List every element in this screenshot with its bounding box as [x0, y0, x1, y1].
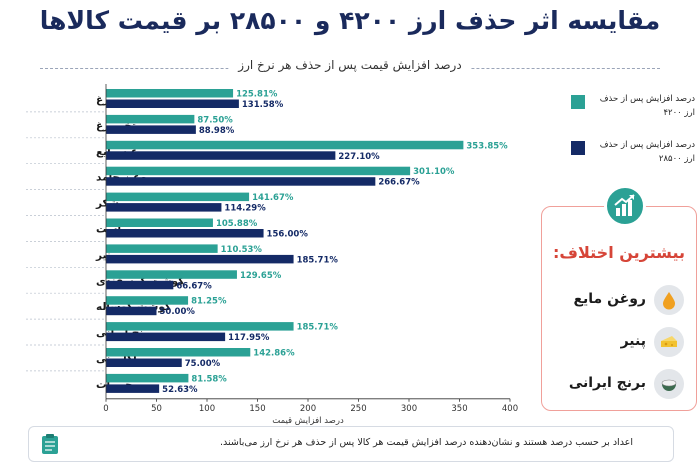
highlight-item-oil: روغن مایع	[548, 283, 686, 317]
value-label: 50.00%	[160, 307, 196, 317]
bar	[106, 99, 239, 108]
cheese-icon	[654, 327, 684, 357]
bar	[106, 384, 160, 393]
highlight-box: بیشترین اختلاف: روغن مایع پنیر برنج ایرا…	[541, 185, 697, 411]
x-tick-label: 150	[249, 404, 265, 414]
bar	[106, 125, 196, 134]
legend-item-4200: درصد افزایش پس از حذف ارز ۴۲۰۰	[565, 92, 695, 132]
legend-item-28500: درصد افزایش پس از حذف ارز ۲۸۵۰۰	[565, 138, 695, 178]
x-tick-label: 0	[103, 404, 108, 414]
page-title: مقایسه اثر حذف ارز ۴۲۰۰ و ۲۸۵۰۰ بر قیمت …	[39, 6, 661, 35]
bar-chart: مرغ125.81%131.58%تخم‌مرغ87.50%88.98%روغن…	[26, 84, 518, 425]
value-label: 105.88%	[216, 219, 258, 229]
bar	[106, 322, 294, 331]
value-label: 81.25%	[191, 297, 227, 307]
x-tick-label: 300	[401, 404, 417, 414]
bar	[106, 229, 264, 238]
value-label: 185.71%	[297, 323, 339, 333]
value-label: 88.98%	[199, 126, 235, 136]
highlight-item-label: پنیر	[620, 333, 646, 349]
bar	[106, 218, 213, 227]
bar	[106, 140, 464, 150]
bar	[106, 332, 226, 342]
value-label: 141.67%	[252, 193, 294, 203]
highlight-item-cheese: پنیر	[548, 325, 686, 359]
highlight-item-label: برنج ایرانی	[568, 375, 646, 391]
value-label: 156.00%	[267, 230, 309, 240]
bar	[106, 151, 336, 160]
value-label: 75.00%	[185, 359, 221, 369]
highlight-title: بیشترین اختلاف:	[553, 243, 685, 262]
bar	[106, 280, 174, 290]
value-label: 353.85%	[466, 141, 508, 151]
bar	[106, 296, 189, 305]
legend-label-28500: درصد افزایش پس از حذف ارز ۲۸۵۰۰	[599, 140, 695, 164]
bar	[106, 348, 251, 357]
rice-bowl-icon	[654, 369, 684, 399]
value-label: 52.63%	[162, 385, 198, 395]
x-tick-label: 250	[350, 404, 366, 414]
bar	[106, 373, 189, 383]
oil-drop-icon	[654, 285, 684, 315]
x-tick-label: 100	[199, 404, 215, 414]
legend-label-4200: درصد افزایش پس از حذف ارز ۴۲۰۰	[599, 94, 695, 118]
legend-swatch-4200	[571, 95, 585, 109]
value-label: 266.67%	[378, 178, 420, 188]
growth-chart-icon	[604, 185, 646, 227]
value-label: 114.29%	[224, 204, 266, 214]
value-label: 185.71%	[297, 255, 339, 265]
value-label: 129.65%	[240, 271, 282, 281]
footer-note-box: اعداد بر حسب درصد هستند و نشان‌دهنده درص…	[28, 426, 674, 462]
value-label: 87.50%	[197, 115, 233, 125]
bar	[106, 358, 182, 367]
value-label: 227.10%	[338, 152, 380, 162]
highlight-item-label: روغن مایع	[573, 291, 646, 307]
x-tick-label: 200	[300, 404, 316, 414]
highlight-item-rice: برنج ایرانی	[548, 367, 686, 401]
footer-note: اعداد بر حسب درصد هستند و نشان‌دهنده درص…	[220, 437, 633, 448]
value-label: 131.58%	[242, 100, 284, 110]
bar	[106, 192, 250, 202]
clipboard-icon	[41, 433, 59, 459]
chart-legend: درصد افزایش پس از حذف ارز ۴۲۰۰ درصد افزا…	[565, 92, 695, 184]
bar	[106, 306, 157, 316]
bar	[106, 177, 376, 186]
x-tick-label: 50	[151, 404, 162, 414]
value-label: 125.81%	[236, 90, 278, 100]
value-label: 66.67%	[176, 281, 212, 291]
value-label: 81.58%	[191, 374, 227, 384]
x-axis-label: درصد افزایش قیمت	[272, 416, 344, 425]
value-label: 142.86%	[253, 349, 295, 359]
x-tick-label: 350	[451, 404, 467, 414]
x-tick-label: 400	[502, 404, 518, 414]
bar	[106, 166, 411, 176]
bar	[106, 203, 222, 212]
bar	[106, 244, 218, 253]
value-label: 110.53%	[221, 245, 263, 255]
chart-subtitle: درصد افزایش قیمت پس از حذف هر نرخ ارز	[228, 58, 472, 72]
value-label: 301.10%	[413, 167, 455, 177]
bar	[106, 254, 294, 264]
legend-swatch-28500	[571, 141, 585, 155]
bar	[106, 89, 234, 98]
value-label: 117.95%	[228, 333, 270, 343]
subtitle-row: درصد افزایش قیمت پس از حذف هر نرخ ارز	[40, 58, 660, 78]
bar	[106, 270, 237, 279]
bar	[106, 114, 195, 124]
